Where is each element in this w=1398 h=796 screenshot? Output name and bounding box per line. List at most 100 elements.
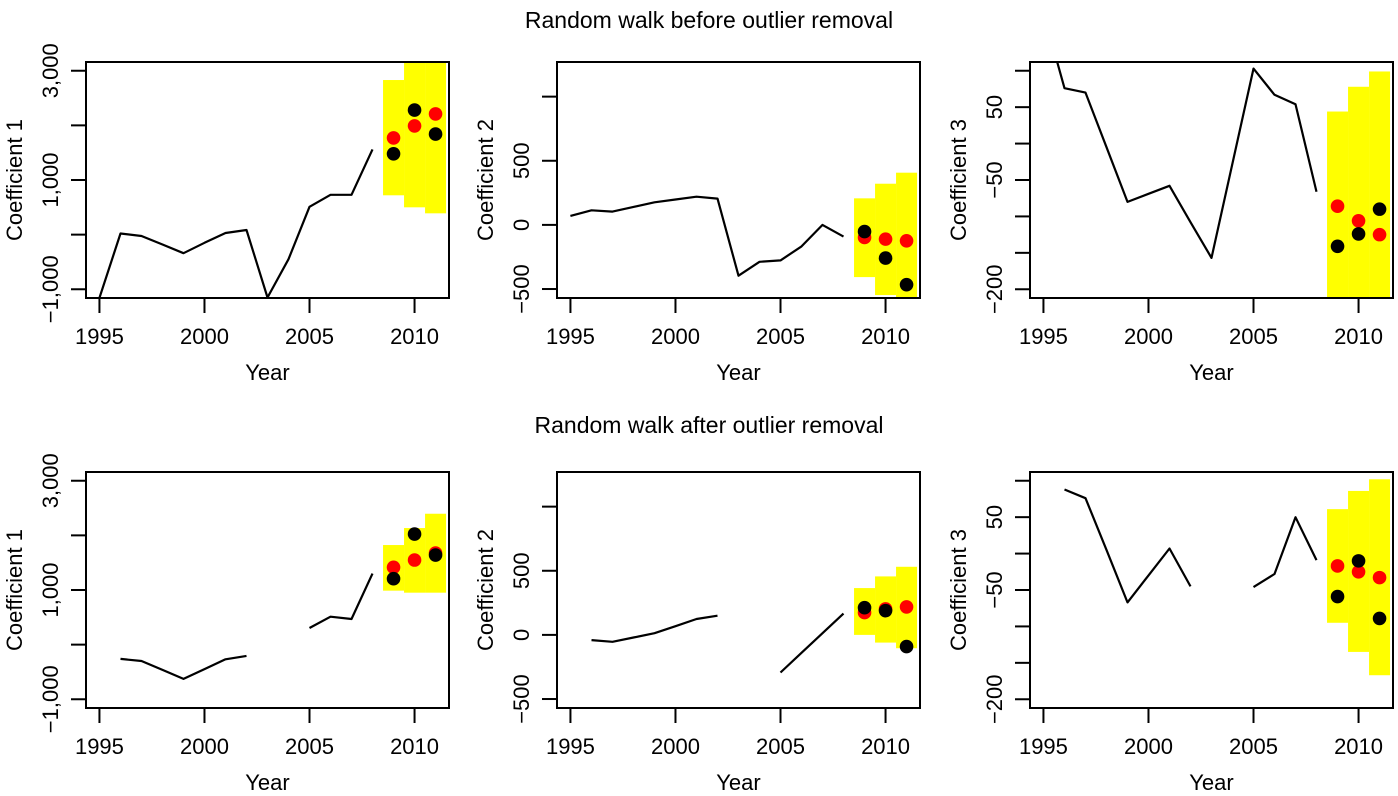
y-tick-label: −200 (982, 264, 1007, 314)
black-point (428, 548, 443, 562)
x-axis-label: Year (1189, 360, 1233, 385)
prediction-interval-bar (1327, 111, 1349, 298)
y-axis-label: Coefficient 1 (2, 119, 27, 241)
x-axis-label: Year (245, 360, 289, 385)
x-tick-label: 1995 (546, 324, 595, 349)
red-point (1330, 199, 1345, 214)
y-tick-label: 0 (509, 219, 534, 231)
red-point (407, 553, 422, 567)
red-point (386, 560, 401, 575)
x-tick-label: 2000 (1124, 734, 1173, 759)
x-axis: 1995 2000 2005 2010 (546, 297, 910, 349)
black-point (1351, 227, 1366, 241)
row-title-before: Random walk before outlier removal (525, 7, 893, 33)
observed-series-line (120, 573, 374, 680)
observed-series-line (570, 195, 845, 277)
x-tick-label: 2010 (861, 324, 910, 349)
black-point (1351, 554, 1366, 568)
black-point (857, 600, 872, 615)
y-axis: −1,000 1,000 3,000 (38, 43, 87, 323)
x-tick-label: 2010 (1334, 734, 1383, 759)
observed-series-line (98, 148, 374, 298)
plot-area (120, 513, 447, 680)
y-tick-label: 1,000 (38, 562, 63, 617)
y-tick-label: −50 (982, 571, 1007, 608)
red-point (386, 131, 401, 145)
x-axis-label: Year (716, 770, 760, 795)
y-axis: −200 −50 50 (982, 479, 1031, 724)
red-point (407, 119, 422, 133)
y-tick-label: 500 (509, 142, 534, 179)
x-tick-label: 2010 (390, 324, 439, 349)
y-axis: −1,000 1,000 3,000 (38, 453, 87, 733)
black-point (407, 527, 422, 541)
black-point (1330, 589, 1345, 604)
y-tick-label: −200 (982, 674, 1007, 724)
red-point (1372, 227, 1387, 242)
plot-area (1056, 62, 1391, 298)
x-tick-label: 2005 (1229, 734, 1278, 759)
black-point (857, 224, 872, 239)
observed-series-line (1056, 62, 1318, 259)
y-tick-label: 50 (982, 505, 1007, 529)
x-tick-label: 1995 (75, 734, 124, 759)
observed-series-line (591, 612, 845, 674)
plot-area (1064, 479, 1391, 676)
y-axis: −500 0 500 (509, 95, 558, 314)
row-title-after: Random walk after outlier removal (535, 412, 884, 438)
y-axis: −500 0 500 (509, 505, 558, 724)
x-tick-label: 2010 (861, 734, 910, 759)
red-point (899, 600, 914, 614)
y-axis: −200 −50 50 (982, 69, 1031, 314)
x-tick-label: 2005 (285, 324, 334, 349)
y-tick-label: −500 (509, 264, 534, 314)
black-point (878, 251, 893, 265)
black-point (1372, 611, 1387, 626)
red-point (1351, 564, 1366, 579)
y-axis-label: Coefficient 3 (946, 529, 971, 651)
x-axis: 1995 2000 2005 2010 (75, 297, 439, 349)
x-axis: 1995 2000 2005 2010 (75, 707, 439, 759)
x-tick-label: 2010 (1334, 324, 1383, 349)
x-axis-label: Year (1189, 770, 1233, 795)
black-point (428, 127, 443, 141)
x-axis: 1995 2000 2005 2010 (1019, 297, 1383, 349)
black-point (878, 603, 893, 618)
y-tick-label: −1,000 (38, 665, 63, 733)
panel-4: 1995 2000 2005 2010 Year −1,000 1,000 3,000 Coef… (2, 453, 450, 795)
y-tick-label: 500 (509, 552, 534, 589)
panel-3: 1995 2000 2005 2010 Year −200 −50 50 Coefficient… (946, 61, 1394, 385)
black-point (1372, 202, 1387, 216)
red-point (1330, 559, 1345, 573)
red-point (1351, 213, 1366, 228)
prediction-interval-bar (1369, 71, 1391, 298)
x-tick-label: 2000 (180, 734, 229, 759)
panel-5: 1995 2000 2005 2010 Year −500 0 500 Coefficient … (473, 471, 921, 795)
black-point (386, 571, 401, 586)
red-point (899, 233, 914, 248)
x-tick-label: 2005 (285, 734, 334, 759)
x-axis: 1995 2000 2005 2010 (1019, 707, 1383, 759)
x-tick-label: 2005 (756, 324, 805, 349)
x-tick-label: 2000 (1124, 324, 1173, 349)
x-tick-label: 1995 (75, 324, 124, 349)
y-tick-label: −1,000 (38, 255, 63, 323)
y-axis-label: Coefficient 2 (473, 529, 498, 651)
panel-6: 1995 2000 2005 2010 Year −200 −50 50 Coefficient… (946, 471, 1394, 795)
prediction-interval-bar (404, 62, 426, 208)
red-point (1372, 570, 1387, 585)
x-tick-label: 2000 (651, 734, 700, 759)
y-tick-label: 0 (509, 629, 534, 641)
black-point (899, 277, 914, 292)
plot-area (591, 566, 918, 674)
y-tick-label: 3,000 (38, 453, 63, 508)
y-tick-label: 1,000 (38, 152, 63, 207)
x-tick-label: 1995 (546, 734, 595, 759)
y-tick-label: −50 (982, 161, 1007, 198)
y-axis-label: Coefficient 2 (473, 119, 498, 241)
x-tick-label: 2000 (180, 324, 229, 349)
x-tick-label: 2010 (390, 734, 439, 759)
y-axis-label: Coefficient 3 (946, 119, 971, 241)
plot-area (570, 172, 918, 298)
